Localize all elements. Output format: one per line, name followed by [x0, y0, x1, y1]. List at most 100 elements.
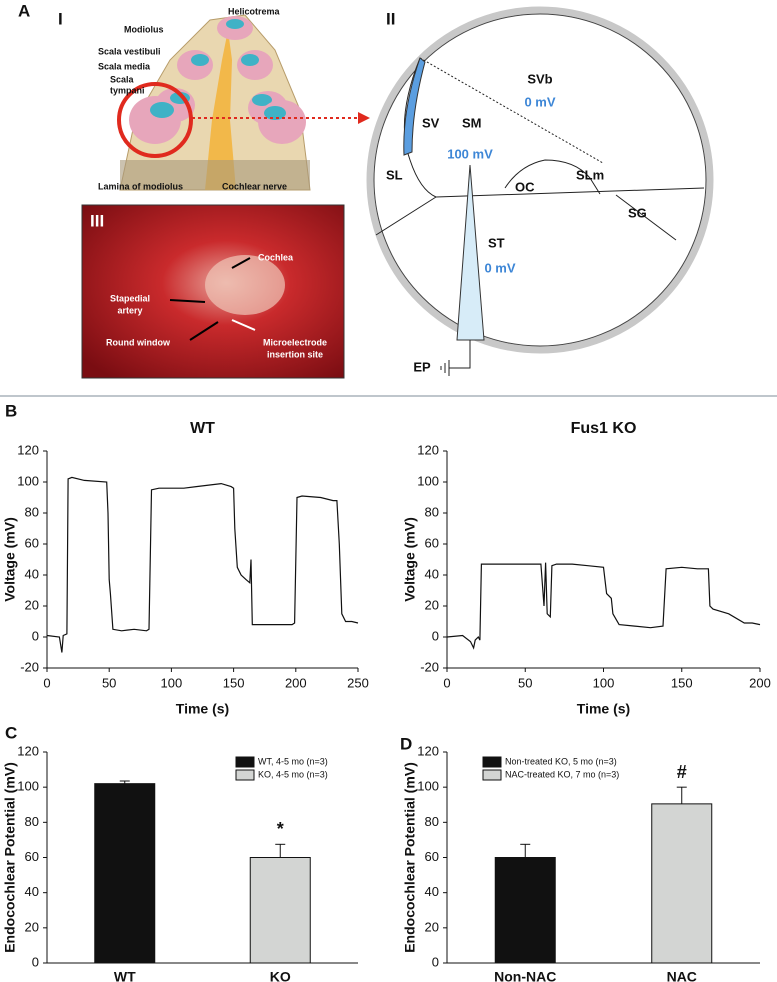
- y-tick-label: -20: [420, 659, 439, 674]
- photo-label: artery: [117, 305, 142, 315]
- photo-label: Microelectrode: [263, 337, 327, 347]
- chart-title: Fus1 KO: [571, 420, 637, 437]
- y-tick-label: 60: [25, 849, 39, 864]
- photo-label: insertion site: [267, 349, 323, 359]
- panel-label: A: [18, 1, 30, 20]
- y-tick-label: 120: [417, 442, 439, 457]
- photo-label: Cochlea: [258, 252, 294, 262]
- potential-label: 100 mV: [447, 146, 493, 161]
- region-label: SM: [462, 115, 482, 130]
- anatomy-label: Modiolus: [124, 24, 164, 34]
- panel-label: B: [5, 401, 17, 420]
- subpanel-label: III: [90, 211, 104, 230]
- y-tick-label: 100: [417, 473, 439, 488]
- anatomy-label: Lamina of modiolus: [98, 181, 183, 191]
- x-tick-label: 200: [749, 675, 771, 690]
- y-tick-label: -20: [20, 659, 39, 674]
- photo-label: Stapedial: [110, 293, 150, 303]
- y-tick-label: 100: [417, 779, 439, 794]
- region-label: SLm: [576, 167, 604, 182]
- x-tick-label: 0: [43, 675, 50, 690]
- y-tick-label: 0: [432, 954, 439, 969]
- chart-title: WT: [190, 420, 215, 437]
- y-tick-label: 40: [425, 884, 439, 899]
- x-tick-label: 100: [161, 675, 183, 690]
- x-tick-label: 200: [285, 675, 307, 690]
- x-tick-label: 100: [593, 675, 615, 690]
- legend-label: Non-treated KO, 5 mo (n=3): [505, 756, 617, 766]
- region-label: SL: [386, 167, 403, 182]
- panel-label: C: [5, 723, 17, 742]
- panel-label: D: [400, 734, 412, 753]
- legend-swatch: [482, 756, 502, 768]
- y-tick-label: 60: [25, 535, 39, 550]
- anatomy-label: Scala: [110, 74, 135, 84]
- legend-label: WT, 4-5 mo (n=3): [258, 756, 328, 766]
- subpanel-label: I: [58, 9, 63, 28]
- x-tick-label: 50: [518, 675, 532, 690]
- region-label: ST: [488, 235, 505, 250]
- legend-label: KO, 4-5 mo (n=3): [258, 769, 328, 779]
- y-tick-label: 40: [25, 566, 39, 581]
- y-tick-label: 0: [32, 628, 39, 643]
- electrode-label: EP: [413, 359, 431, 374]
- anatomy-label: tympani: [110, 85, 145, 95]
- y-tick-label: 80: [25, 814, 39, 829]
- anatomy-label: Scala media: [98, 61, 151, 71]
- y-tick-label: 40: [25, 884, 39, 899]
- trace: [446, 562, 761, 650]
- y-tick-label: 0: [432, 628, 439, 643]
- subpanel-label: II: [386, 9, 395, 28]
- legend-swatch: [235, 756, 255, 768]
- y-tick-label: 80: [425, 504, 439, 519]
- x-tick-label: 150: [671, 675, 693, 690]
- y-axis-title: Endocochlear Potential (mV): [2, 762, 18, 953]
- significance-mark: *: [277, 819, 284, 839]
- x-tick-label: WT: [114, 969, 136, 982]
- y-tick-label: 120: [417, 743, 439, 758]
- trace: [46, 476, 359, 653]
- y-tick-label: 100: [17, 779, 39, 794]
- region-label: SV: [422, 115, 440, 130]
- photo-label: Round window: [106, 337, 171, 347]
- y-tick-label: 120: [17, 442, 39, 457]
- y-tick-label: 80: [25, 504, 39, 519]
- x-tick-label: 250: [347, 675, 369, 690]
- y-tick-label: 20: [25, 597, 39, 612]
- x-tick-label: KO: [270, 969, 291, 982]
- y-tick-label: 120: [17, 743, 39, 758]
- anatomy-label: Cochlear nerve: [222, 181, 287, 191]
- cochlear-duct-diagram: [366, 6, 714, 376]
- legend-swatch: [482, 769, 502, 781]
- bar: [494, 857, 556, 964]
- y-tick-label: 100: [17, 473, 39, 488]
- x-axis-title: Time (s): [577, 701, 630, 717]
- x-tick-label: NAC: [667, 969, 697, 982]
- bar: [651, 803, 713, 964]
- y-axis-title: Endocochlear Potential (mV): [402, 762, 418, 953]
- x-tick-label: 0: [443, 675, 450, 690]
- significance-mark: #: [677, 762, 687, 782]
- y-tick-label: 40: [425, 566, 439, 581]
- anatomy-label: Scala vestibuli: [98, 46, 161, 56]
- potential-label: 0 mV: [524, 94, 555, 109]
- region-label: SG: [628, 205, 647, 220]
- y-tick-label: 20: [425, 919, 439, 934]
- x-axis-title: Time (s): [176, 701, 229, 717]
- y-tick-label: 0: [32, 954, 39, 969]
- y-axis-title: Voltage (mV): [402, 517, 418, 602]
- cochlea-illustration: [117, 14, 370, 191]
- y-axis-title: Voltage (mV): [2, 517, 18, 602]
- y-tick-label: 80: [425, 814, 439, 829]
- y-tick-label: 60: [425, 849, 439, 864]
- bar: [94, 783, 156, 964]
- legend-swatch: [235, 769, 255, 781]
- potential-label: 0 mV: [484, 260, 515, 275]
- x-tick-label: 50: [102, 675, 116, 690]
- anatomy-label: Helicotrema: [228, 6, 281, 16]
- legend-label: NAC-treated KO, 7 mo (n=3): [505, 769, 619, 779]
- y-tick-label: 60: [425, 535, 439, 550]
- region-label: OC: [515, 179, 535, 194]
- x-tick-label: Non-NAC: [494, 969, 556, 982]
